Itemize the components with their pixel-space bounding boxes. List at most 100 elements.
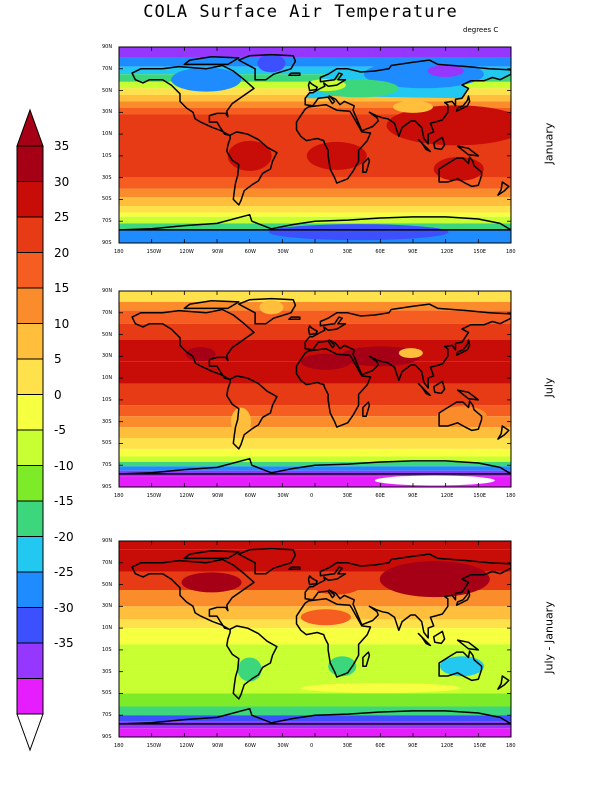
longitude-tick-label: 150W [146,249,162,255]
map-plot [118,540,512,738]
coastline-southamerica [226,375,278,450]
latitude-tick-label: 50S [102,440,112,447]
coastline-africa [295,103,372,184]
panel-label-diff: July - January [542,601,556,674]
legend-tick-label: -15 [54,494,74,508]
coastline-australia [438,650,483,682]
temperature-region [227,140,272,171]
temperature-region [300,609,351,626]
temperature-band [119,205,511,213]
longitude-tick-label: 60E [375,743,385,749]
latitude-tick-label: 10S [102,152,112,159]
longitude-tick-label: 120W [179,493,194,499]
temperature-region [300,353,351,370]
legend-color-swatch [16,394,44,431]
temperature-band [119,57,511,67]
coastline-canadaislands [183,300,240,310]
longitude-tick-label: 180 [506,743,516,749]
longitude-tick-label: 0 [310,249,314,255]
longitude-tick-label: 120E [440,743,454,749]
temperature-band [119,706,511,716]
latitude-tick-label: 50N [102,87,113,94]
temperature-band [119,476,511,487]
longitude-tick-label: 30W [277,249,289,255]
temperature-band [119,383,511,406]
latitude-tick-label: 90N [102,44,113,50]
coastline-indonesia [417,632,432,647]
longitude-tick-label: 90W [212,249,224,255]
latitude-tick-label: 30N [102,109,113,116]
longitude-tick-label: 150E [473,249,487,255]
coastline-newzealand [497,425,510,440]
longitude-tick-label: 60W [244,493,256,499]
coastline-eurasia [304,59,511,145]
temperature-band [119,461,511,467]
coastline-greenland [238,297,297,325]
coastline-japan [455,95,471,112]
latitude-tick-label: 10S [102,646,112,653]
longitude-tick-label: 0 [310,493,314,499]
coastline-australia [438,400,483,432]
latitude-tick-label: 30S [102,174,112,181]
latitude-tick-label: 30N [102,603,113,610]
longitude-tick-label: 180 [506,249,516,255]
coastline-iceland [288,566,301,571]
coastline-newzealand [497,181,510,196]
legend-tick-label: 30 [54,174,70,189]
coastline-madagascar [362,157,371,173]
longitude-tick-label: 120W [179,743,194,749]
coastline-newguinea [456,389,480,401]
temperature-band [119,177,511,189]
legend-tick-label: -25 [54,565,74,579]
temperature-region [237,657,262,682]
temperature-region [181,572,242,593]
longitude-tick-label: 60W [244,249,256,255]
longitude-tick-label: 30E [342,493,353,499]
temperature-band [119,301,511,311]
temperature-band [119,66,511,75]
longitude-tick-label: 90E [408,249,418,255]
temperature-region [440,656,484,677]
longitude-tick-label: 30W [277,743,289,749]
coastline-madagascar [362,401,371,417]
legend-color-swatch [16,465,44,502]
temperature-band [119,438,511,449]
coastline-iceland [288,316,301,321]
longitude-tick-label: 0 [310,743,314,749]
longitude-tick-label: 150W [146,743,162,749]
temperature-band [119,541,511,550]
temperature-region [300,683,461,693]
longitude-tick-label: 180 [114,249,124,255]
temperature-region [374,475,495,486]
temperature-band [119,323,511,340]
coastline-northamerica [131,558,255,630]
latitude-tick-label: 10N [102,625,113,632]
temperature-band [119,721,511,729]
coastline-borneo [432,136,446,151]
legend-color-swatch [16,252,44,289]
latitude-tick-label: 50N [102,331,113,338]
latitude-tick-label: 70N [102,65,113,72]
legend-color-swatch [16,216,44,253]
longitude-tick-label: 60E [375,493,385,499]
coastline-southamerica [226,625,278,700]
latitude-tick-label: 90S [102,240,112,246]
coastline-eurasia [304,553,511,639]
coastline-eurasia [304,303,511,389]
temperature-band [119,655,511,672]
coastline-japan [455,339,471,356]
coastline-northamerica [131,308,255,380]
longitude-tick-label: 30E [342,249,353,255]
map-plot [118,46,512,244]
coastline-northamerica [131,64,255,136]
panel-label-jan: January [542,122,556,165]
temperature-region [171,67,242,92]
longitude-tick-label: 150W [146,493,162,499]
longitude-tick-label: 30W [277,493,289,499]
coastline-greenland [238,547,297,575]
longitude-tick-label: 90E [408,743,418,749]
coastline-canadaislands [183,550,240,560]
temperature-band [119,212,511,217]
coastline-newguinea [456,639,480,651]
latitude-tick-label: 30N [102,353,113,360]
